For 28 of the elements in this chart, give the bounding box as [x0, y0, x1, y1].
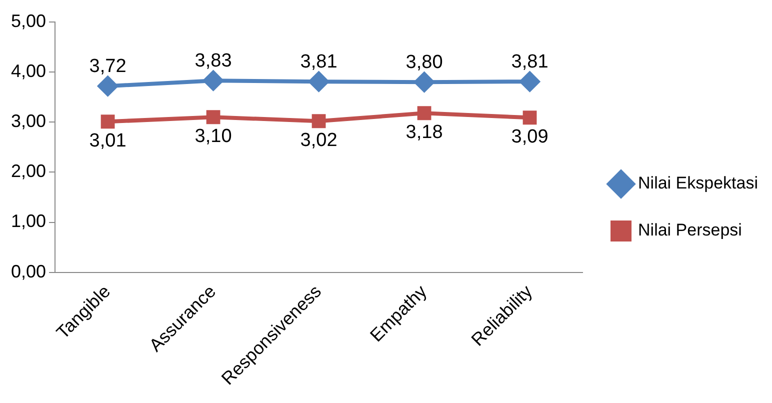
data-label: 3,81	[300, 51, 338, 72]
data-label: 3,10	[194, 126, 232, 147]
data-label: 3,80	[406, 52, 443, 73]
point	[100, 114, 115, 129]
data-label: 3,02	[300, 130, 338, 151]
point	[312, 114, 326, 128]
y-tick-label: 2,00	[10, 161, 46, 182]
data-label: 3,83	[194, 50, 232, 72]
y-tick-label: 1,00	[10, 211, 46, 232]
y-tick-label: 4,00	[10, 61, 46, 82]
y-tick-label: 0,00	[10, 261, 46, 282]
legend-label: Nilai Ekspektasi	[638, 174, 758, 193]
point	[520, 72, 540, 92]
point	[414, 72, 434, 92]
y-tick-label: 5,00	[10, 10, 46, 31]
data-label: 3,01	[89, 130, 126, 152]
point	[206, 110, 220, 124]
data-label: 3,81	[511, 51, 548, 72]
point	[308, 72, 329, 92]
point	[98, 76, 118, 96]
y-tick-label: 3,00	[10, 111, 46, 132]
data-label: 3,18	[406, 122, 443, 143]
data-label: 3,09	[511, 126, 548, 148]
point	[417, 106, 432, 120]
legend-label: Nilai Persepsi	[638, 220, 742, 240]
point	[522, 110, 537, 125]
point	[203, 70, 224, 91]
data-label: 3,72	[89, 56, 126, 77]
